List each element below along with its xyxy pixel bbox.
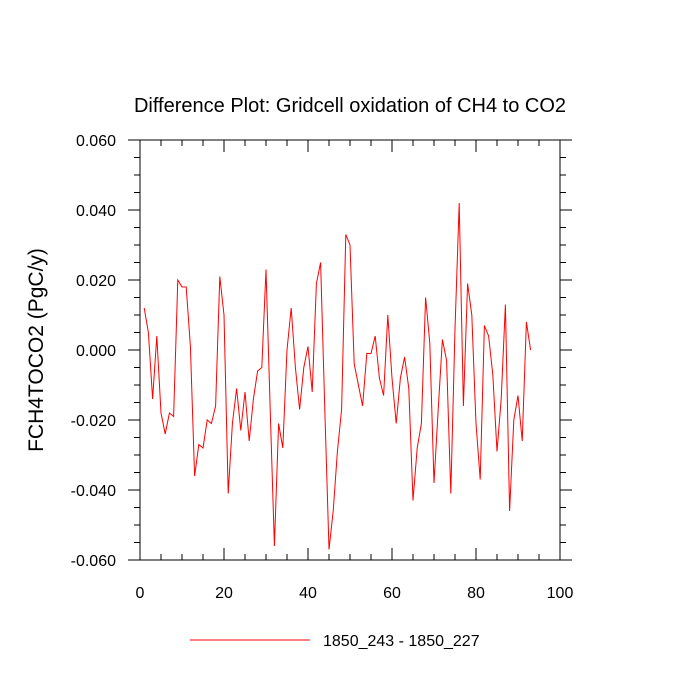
legend-entry-label: 1850_243 - 1850_227 (323, 633, 480, 650)
y-tick-label: 0.020 (76, 273, 116, 290)
plot-frame (139, 139, 561, 561)
chart-title: Difference Plot: Gridcell oxidation of C… (134, 95, 566, 117)
axis-ticks (128, 139, 572, 561)
x-tick-label: 80 (467, 585, 485, 602)
y-tick-label: -0.020 (71, 413, 116, 430)
y-tick-label: -0.060 (71, 553, 116, 570)
series-group (143, 202, 532, 550)
tick-labels: 0 20 40 60 80 100 -0.060 -0.040 -0.020 0.000 0.020… (71, 133, 574, 602)
x-tick-label: 0 (136, 585, 145, 602)
x-tick-label: 40 (299, 585, 317, 602)
x-tick-label: 100 (547, 585, 574, 602)
y-axis-label: FCH4TOCO2 (PgC/y) (25, 248, 48, 452)
y-tick-label: 0.000 (76, 343, 116, 360)
y-tick-label: -0.040 (71, 483, 116, 500)
y-tick-label: 0.040 (76, 203, 116, 220)
y-tick-label: 0.060 (76, 133, 116, 150)
series-line-0 (143, 202, 532, 550)
x-tick-label: 20 (215, 585, 233, 602)
legend: 1850_243 - 1850_227 (190, 633, 480, 650)
x-tick-label: 60 (383, 585, 401, 602)
